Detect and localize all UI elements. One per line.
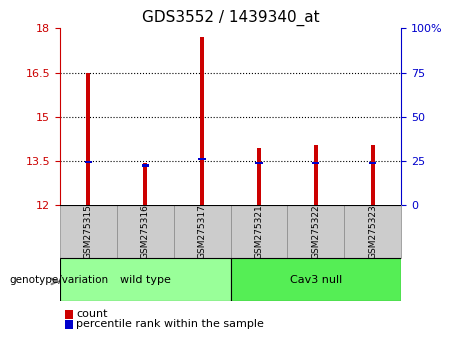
Bar — [371, 145, 375, 205]
Text: count: count — [76, 309, 107, 319]
Bar — [255, 162, 263, 165]
Bar — [85, 161, 92, 163]
Text: GSM275323: GSM275323 — [368, 205, 377, 259]
Bar — [314, 145, 318, 205]
Text: GSM275321: GSM275321 — [254, 205, 263, 259]
Bar — [344, 205, 401, 258]
Title: GDS3552 / 1439340_at: GDS3552 / 1439340_at — [142, 9, 319, 25]
Bar — [287, 205, 344, 258]
Bar — [257, 148, 261, 205]
Bar — [60, 205, 117, 258]
Bar — [86, 73, 90, 205]
Text: GSM275317: GSM275317 — [198, 204, 207, 259]
Text: percentile rank within the sample: percentile rank within the sample — [76, 319, 264, 329]
Text: Cav3 null: Cav3 null — [290, 275, 342, 285]
Bar — [369, 162, 376, 165]
Bar — [198, 158, 206, 160]
Bar — [174, 205, 230, 258]
Bar — [60, 258, 230, 301]
Bar — [230, 205, 287, 258]
Bar — [142, 165, 149, 166]
Bar — [312, 162, 319, 165]
Text: GSM275315: GSM275315 — [84, 204, 93, 259]
Bar — [143, 162, 147, 205]
Text: GSM275322: GSM275322 — [311, 205, 320, 259]
Text: GSM275316: GSM275316 — [141, 204, 150, 259]
Text: wild type: wild type — [120, 275, 171, 285]
Bar — [230, 258, 401, 301]
Bar — [200, 37, 204, 205]
Text: genotype/variation: genotype/variation — [9, 275, 108, 285]
Bar — [117, 205, 174, 258]
